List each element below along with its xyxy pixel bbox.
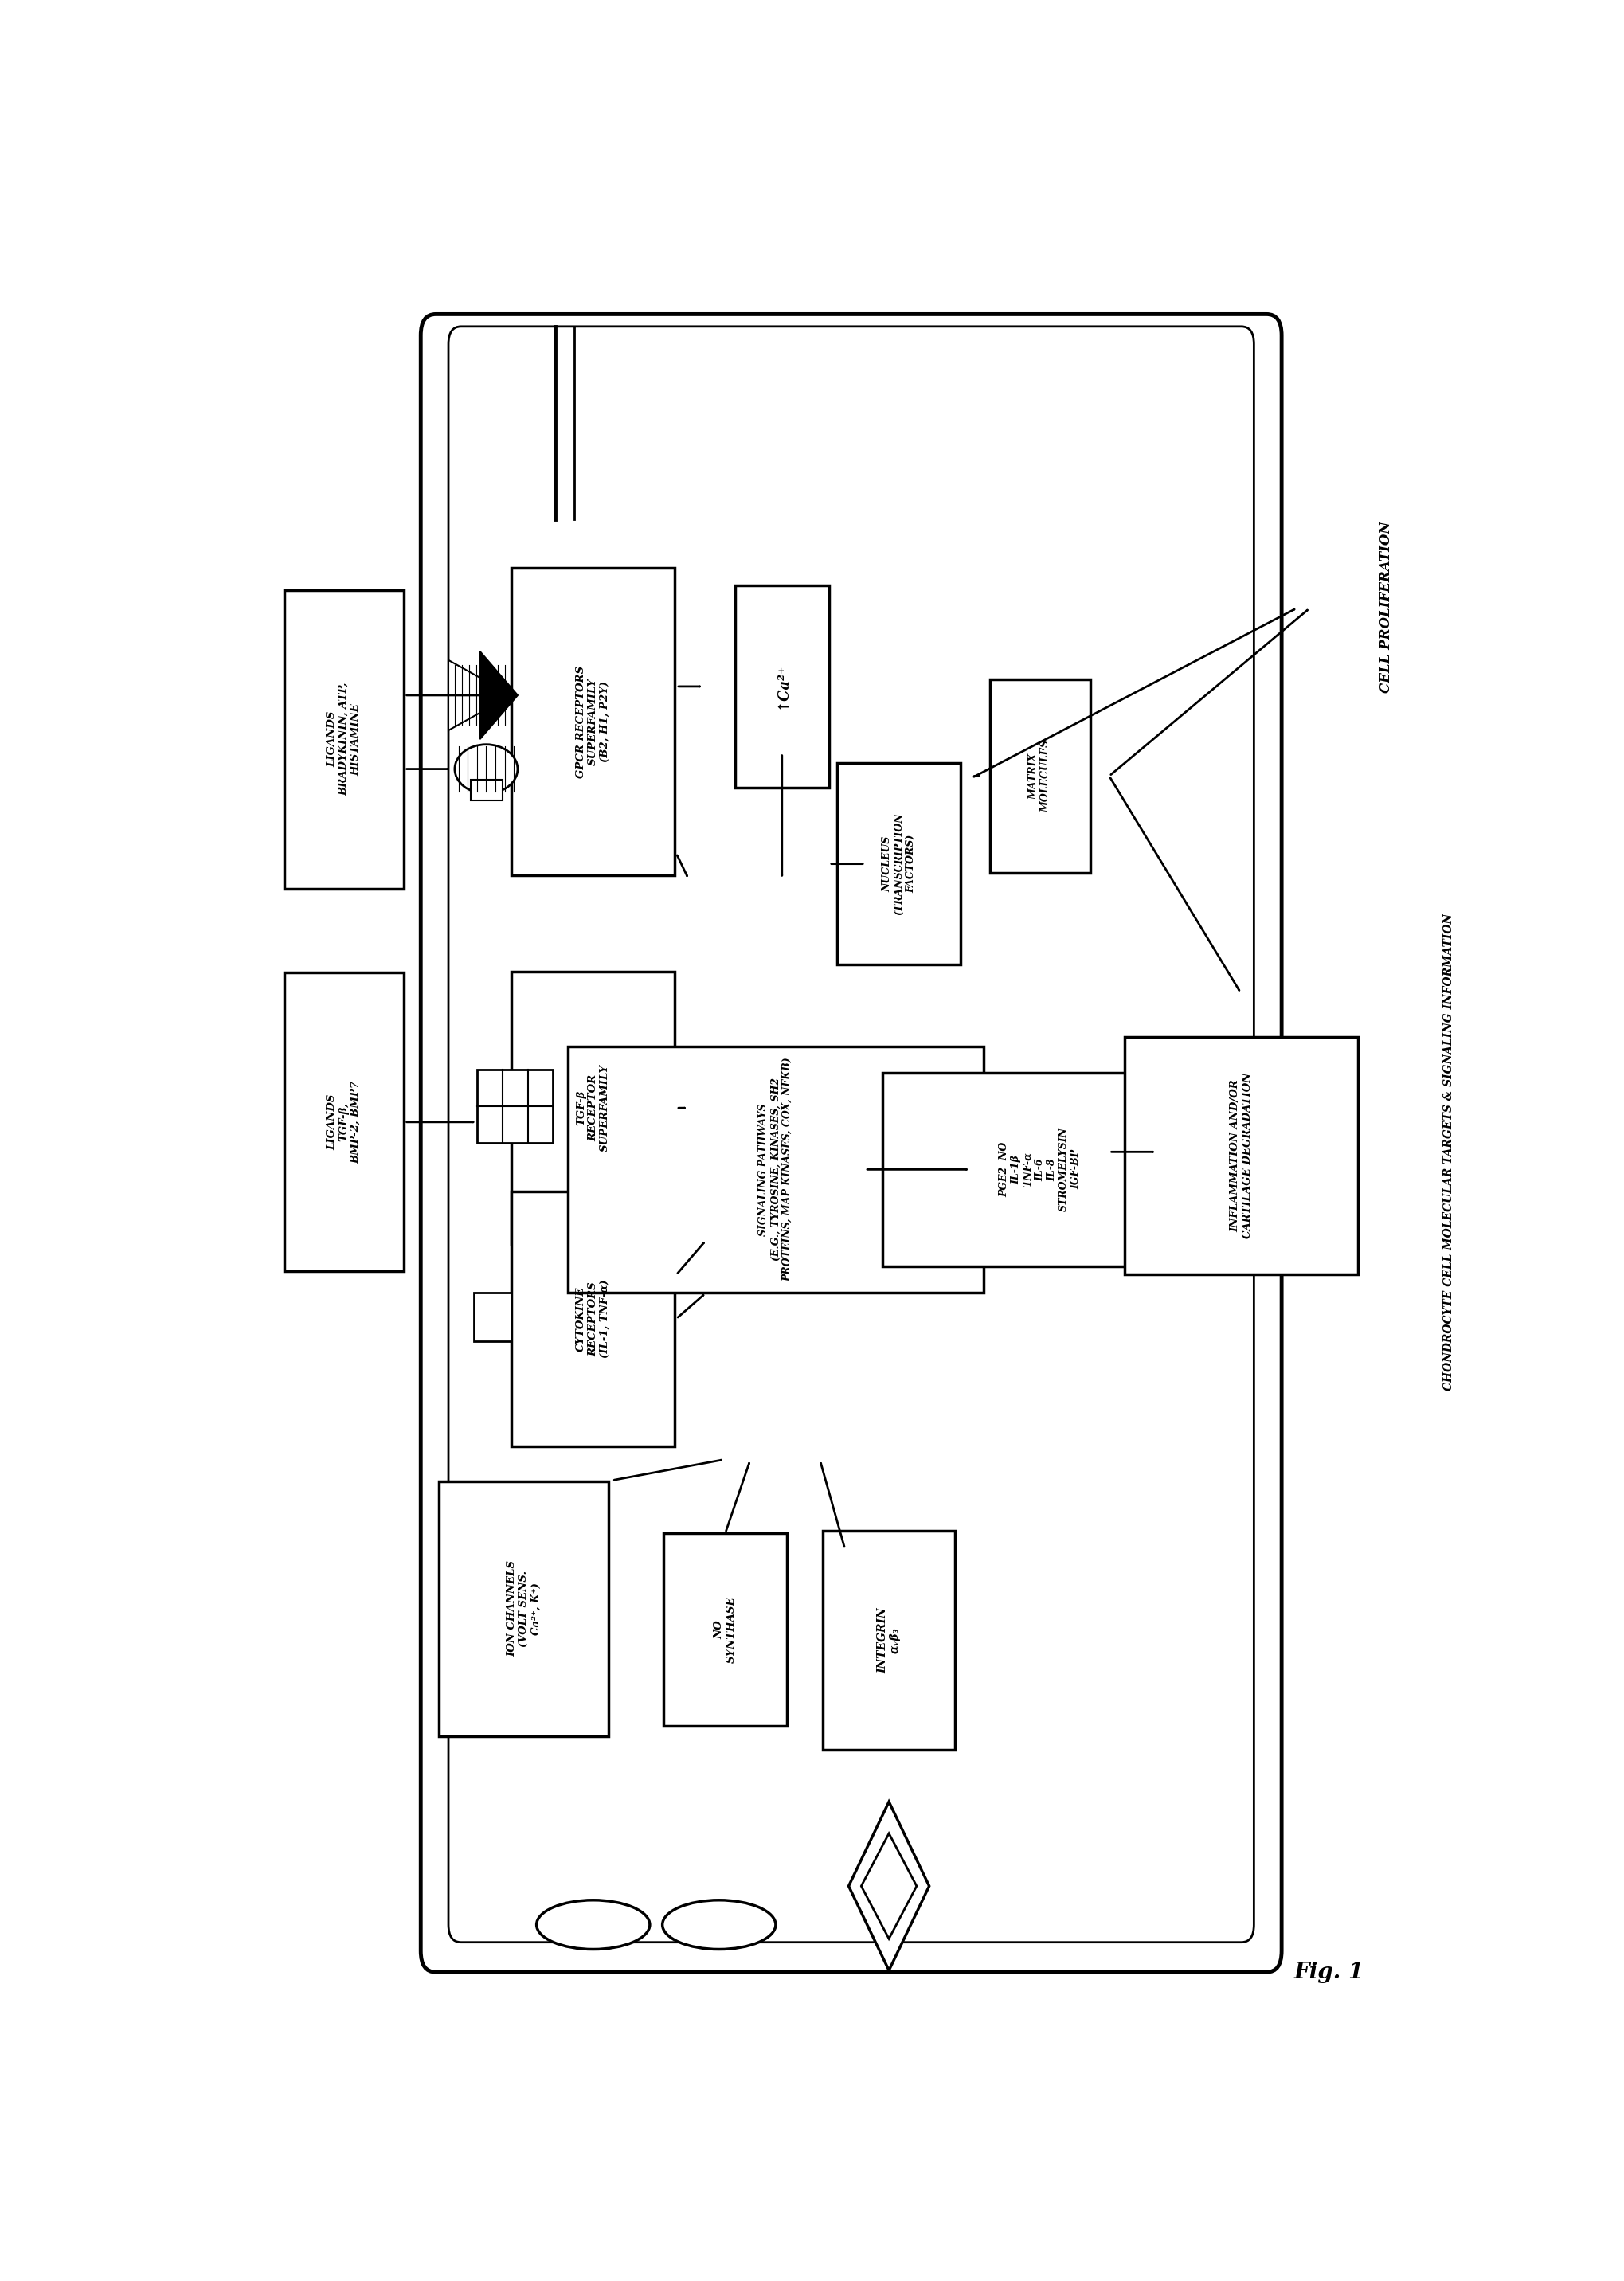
Text: PGE2  NO
IL-1β
TNF-α
IL-6
IL-8
STROMELYSIN
IGF-BP: PGE2 NO IL-1β TNF-α IL-6 IL-8 STROMELYSI… [999, 1127, 1082, 1211]
FancyBboxPatch shape [989, 680, 1090, 874]
FancyBboxPatch shape [664, 1533, 788, 1727]
Text: ↑Ca²⁺: ↑Ca²⁺ [775, 664, 789, 709]
FancyBboxPatch shape [284, 591, 404, 887]
Polygon shape [849, 1802, 929, 1971]
FancyBboxPatch shape [474, 1293, 512, 1341]
Text: NO
SYNTHASE: NO SYNTHASE [715, 1597, 736, 1663]
Text: NUCLEUS
(TRANSCRIPTION
FACTORS): NUCLEUS (TRANSCRIPTION FACTORS) [882, 812, 916, 915]
FancyBboxPatch shape [734, 586, 830, 787]
Ellipse shape [455, 744, 518, 794]
Text: Fig. 1: Fig. 1 [1294, 1962, 1364, 1982]
FancyBboxPatch shape [477, 1070, 552, 1143]
Text: LIGANDS
TGF-β,
BMP-2, BMP7: LIGANDS TGF-β, BMP-2, BMP7 [326, 1081, 361, 1163]
FancyBboxPatch shape [1125, 1038, 1358, 1275]
Ellipse shape [663, 1900, 776, 1950]
Text: TGF-β
RECEPTOR
SUPERFAMILY: TGF-β RECEPTOR SUPERFAMILY [577, 1065, 611, 1152]
Text: CHONDROCYTE CELL MOLECULAR TARGETS & SIGNALING INFORMATION: CHONDROCYTE CELL MOLECULAR TARGETS & SIG… [1444, 912, 1455, 1391]
FancyBboxPatch shape [284, 972, 404, 1271]
Text: MATRIX
MOLECULES: MATRIX MOLECULES [1030, 739, 1051, 812]
FancyBboxPatch shape [438, 1480, 609, 1736]
FancyBboxPatch shape [883, 1072, 1197, 1266]
FancyBboxPatch shape [838, 762, 961, 965]
Text: INTEGRIN
αᵥβ₃: INTEGRIN αᵥβ₃ [877, 1608, 901, 1672]
FancyBboxPatch shape [512, 972, 676, 1243]
Polygon shape [861, 1834, 916, 1939]
Polygon shape [448, 659, 512, 730]
Text: ION CHANNELS
(VOLT SENS.
Ca²⁺, K⁺): ION CHANNELS (VOLT SENS. Ca²⁺, K⁺) [507, 1560, 541, 1656]
Text: CELL PROLIFERATION: CELL PROLIFERATION [1379, 522, 1393, 693]
FancyBboxPatch shape [512, 568, 676, 876]
FancyBboxPatch shape [512, 1191, 676, 1446]
Text: SIGNALING PATHWAYS
(E.G., TYROSINE, KINASES, SH2
PROTEINS, MAP KINASES, COX, NFK: SIGNALING PATHWAYS (E.G., TYROSINE, KINA… [758, 1058, 793, 1282]
Text: INFLAMMATION AND/OR
CARTILAGE DEGRADATION: INFLAMMATION AND/OR CARTILAGE DEGRADATIO… [1231, 1072, 1252, 1239]
Text: CYTOKINE
RECEPTORS
(IL-1, TNF-α): CYTOKINE RECEPTORS (IL-1, TNF-α) [577, 1280, 611, 1357]
FancyBboxPatch shape [471, 780, 502, 801]
Polygon shape [481, 652, 518, 739]
Text: GPCR RECEPTORS
SUPERFAMILY
(B2, H1, P2Y): GPCR RECEPTORS SUPERFAMILY (B2, H1, P2Y) [577, 666, 611, 778]
Ellipse shape [536, 1900, 650, 1950]
Text: LIGANDS
BRADYKININ, ATP,
HISTAMINE: LIGANDS BRADYKININ, ATP, HISTAMINE [326, 682, 361, 796]
FancyBboxPatch shape [568, 1047, 984, 1293]
FancyBboxPatch shape [823, 1531, 955, 1750]
